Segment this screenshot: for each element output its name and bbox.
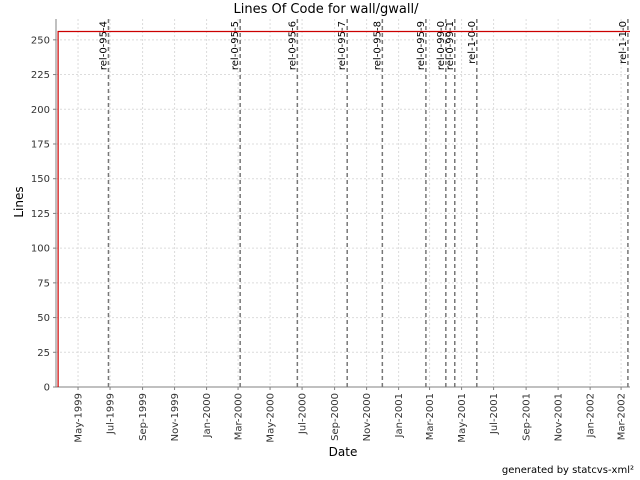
x-tick-label: Sep-2001: [522, 393, 533, 441]
x-axis-label: Date: [329, 445, 358, 459]
release-marker-label: rel-1-0-0: [467, 21, 478, 64]
x-tick-label: Mar-2000: [234, 393, 245, 440]
y-tick-label: 75: [37, 278, 50, 289]
x-tick-label: May-1999: [74, 393, 85, 443]
y-tick-label: 150: [31, 174, 50, 185]
y-tick-label: 225: [31, 70, 50, 81]
release-marker-label: rel-0-95-4: [98, 21, 109, 70]
x-tick-label: Jan-2000: [202, 393, 213, 438]
x-tick-label: Mar-2002: [617, 393, 628, 440]
x-tick-label: Sep-1999: [138, 393, 149, 441]
release-marker-label: rel-0-95-9: [416, 21, 427, 70]
y-tick-label: 0: [44, 383, 50, 394]
y-tick-label: 250: [31, 35, 50, 46]
release-marker-label: rel-0-95-6: [287, 21, 298, 70]
release-marker-label: rel-0-95-7: [337, 21, 348, 70]
x-tick-label: Nov-1999: [170, 393, 181, 441]
x-tick-label: Mar-2001: [425, 393, 436, 440]
x-tick-label: Nov-2001: [554, 393, 565, 441]
release-marker-label: rel-0-95-5: [230, 21, 241, 70]
x-tick-label: Jul-2001: [489, 393, 500, 435]
x-tick-label: Jan-2002: [586, 393, 597, 438]
release-marker-label: rel-0-95-8: [372, 21, 383, 70]
x-tick-label: Jan-2001: [394, 393, 405, 438]
x-tick-label: Nov-2000: [362, 393, 373, 441]
x-tick-label: Jul-1999: [106, 393, 117, 435]
release-marker-label: rel-0-99-1: [445, 21, 456, 70]
x-tick-label: Jul-2000: [298, 393, 309, 435]
y-tick-label: 175: [31, 139, 50, 150]
release-marker-label: rel-0-99-0: [436, 21, 447, 70]
y-tick-label: 200: [31, 105, 50, 116]
y-tick-label: 50: [37, 313, 50, 324]
y-tick-label: 125: [31, 209, 50, 220]
loc-series-line: [57, 30, 630, 387]
x-tick-label: May-2001: [457, 393, 468, 443]
y-tick-label: 100: [31, 244, 50, 255]
x-tick-label: Sep-2000: [330, 393, 341, 441]
release-marker-label: rel-1-1-0: [618, 21, 629, 64]
x-tick-label: May-2000: [266, 393, 277, 443]
chart-title: Lines Of Code for wall/gwall/: [233, 2, 419, 17]
y-axis-label: Lines: [12, 186, 26, 217]
y-tick-label: 25: [37, 348, 50, 359]
generator-footer: generated by statcvs-xml²: [501, 465, 634, 476]
